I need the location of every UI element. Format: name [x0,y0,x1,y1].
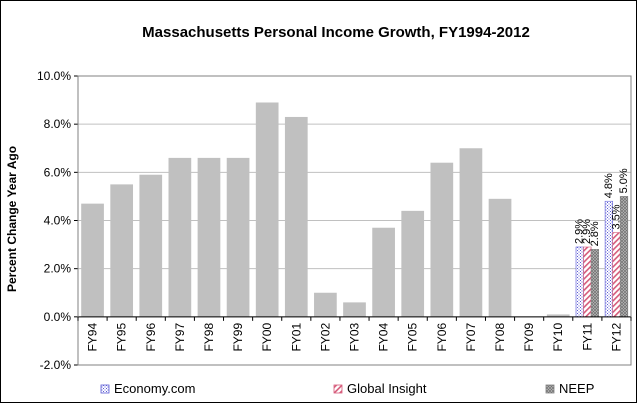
plot-border [77,75,632,366]
x-tick-label: FY98 [202,323,216,352]
bar-historical [139,174,163,317]
x-tick-label: FY00 [260,323,274,352]
bar-forecast [619,196,629,318]
bar-historical [81,203,104,317]
data-label: 5.0% [618,168,630,193]
bar-historical [255,102,279,317]
data-label: 2.9% [574,219,586,244]
legend-swatch [333,384,343,394]
chart-title: Massachusetts Personal Income Growth, FY… [142,24,530,41]
x-tick-label: FY12 [609,323,623,352]
x-tick-label: FY08 [493,323,507,352]
bar-forecast [583,246,592,318]
x-tick-label: FY10 [551,323,565,352]
legend-swatch [100,384,110,394]
x-tick-label: FY03 [348,323,362,352]
x-tick-label: FY96 [144,323,158,352]
bar-historical [343,302,366,317]
bar-historical [284,116,308,317]
bar-forecast [575,246,584,318]
x-tick-label: FY11 [580,323,594,351]
y-axis-label: Percent Change Year Ago [5,146,19,292]
bar-historical [546,314,570,317]
bar-historical [401,210,425,317]
x-tick-label: FY07 [464,323,478,352]
bar-forecast [590,249,599,318]
bar-historical [430,162,454,317]
bar-historical [459,148,483,317]
x-tick-label: FY05 [406,323,420,352]
data-label: 2.9% [581,219,593,244]
x-tick-label: FY94 [86,323,100,352]
x-tick-label: FY97 [173,323,187,352]
bar-historical [372,227,395,317]
legend-swatch [545,384,555,394]
bar-historical [488,198,512,317]
x-tick-label: FY01 [289,323,303,352]
legend-label: Global Insight [347,381,427,396]
data-label: 2.8% [589,221,601,246]
x-tick-label: FY06 [435,323,449,352]
x-tick-label: FY04 [377,323,391,352]
bar-historical [110,184,134,317]
y-tick-label: 0.0% [44,310,72,324]
x-tick-label: FY02 [318,323,332,352]
bar-historical [168,157,192,317]
y-tick-label: -2.0% [40,358,72,372]
data-label: 3.5% [610,204,622,229]
bar-historical [226,157,250,317]
bar-historical [314,292,337,317]
x-tick-label: FY09 [522,323,536,352]
y-tick-label: 10.0% [37,69,71,83]
legend-label: Economy.com [114,381,195,396]
x-tick-label: FY99 [231,323,245,352]
x-tick-label: FY95 [115,323,129,352]
y-tick-label: 6.0% [44,165,72,179]
y-tick-label: 2.0% [44,262,72,276]
y-tick-label: 4.0% [44,214,72,228]
data-label: 4.8% [603,173,615,198]
legend-label: NEEP [559,381,594,396]
y-tick-label: 8.0% [44,117,72,131]
bar-forecast [612,232,621,318]
bar-historical [197,157,221,317]
